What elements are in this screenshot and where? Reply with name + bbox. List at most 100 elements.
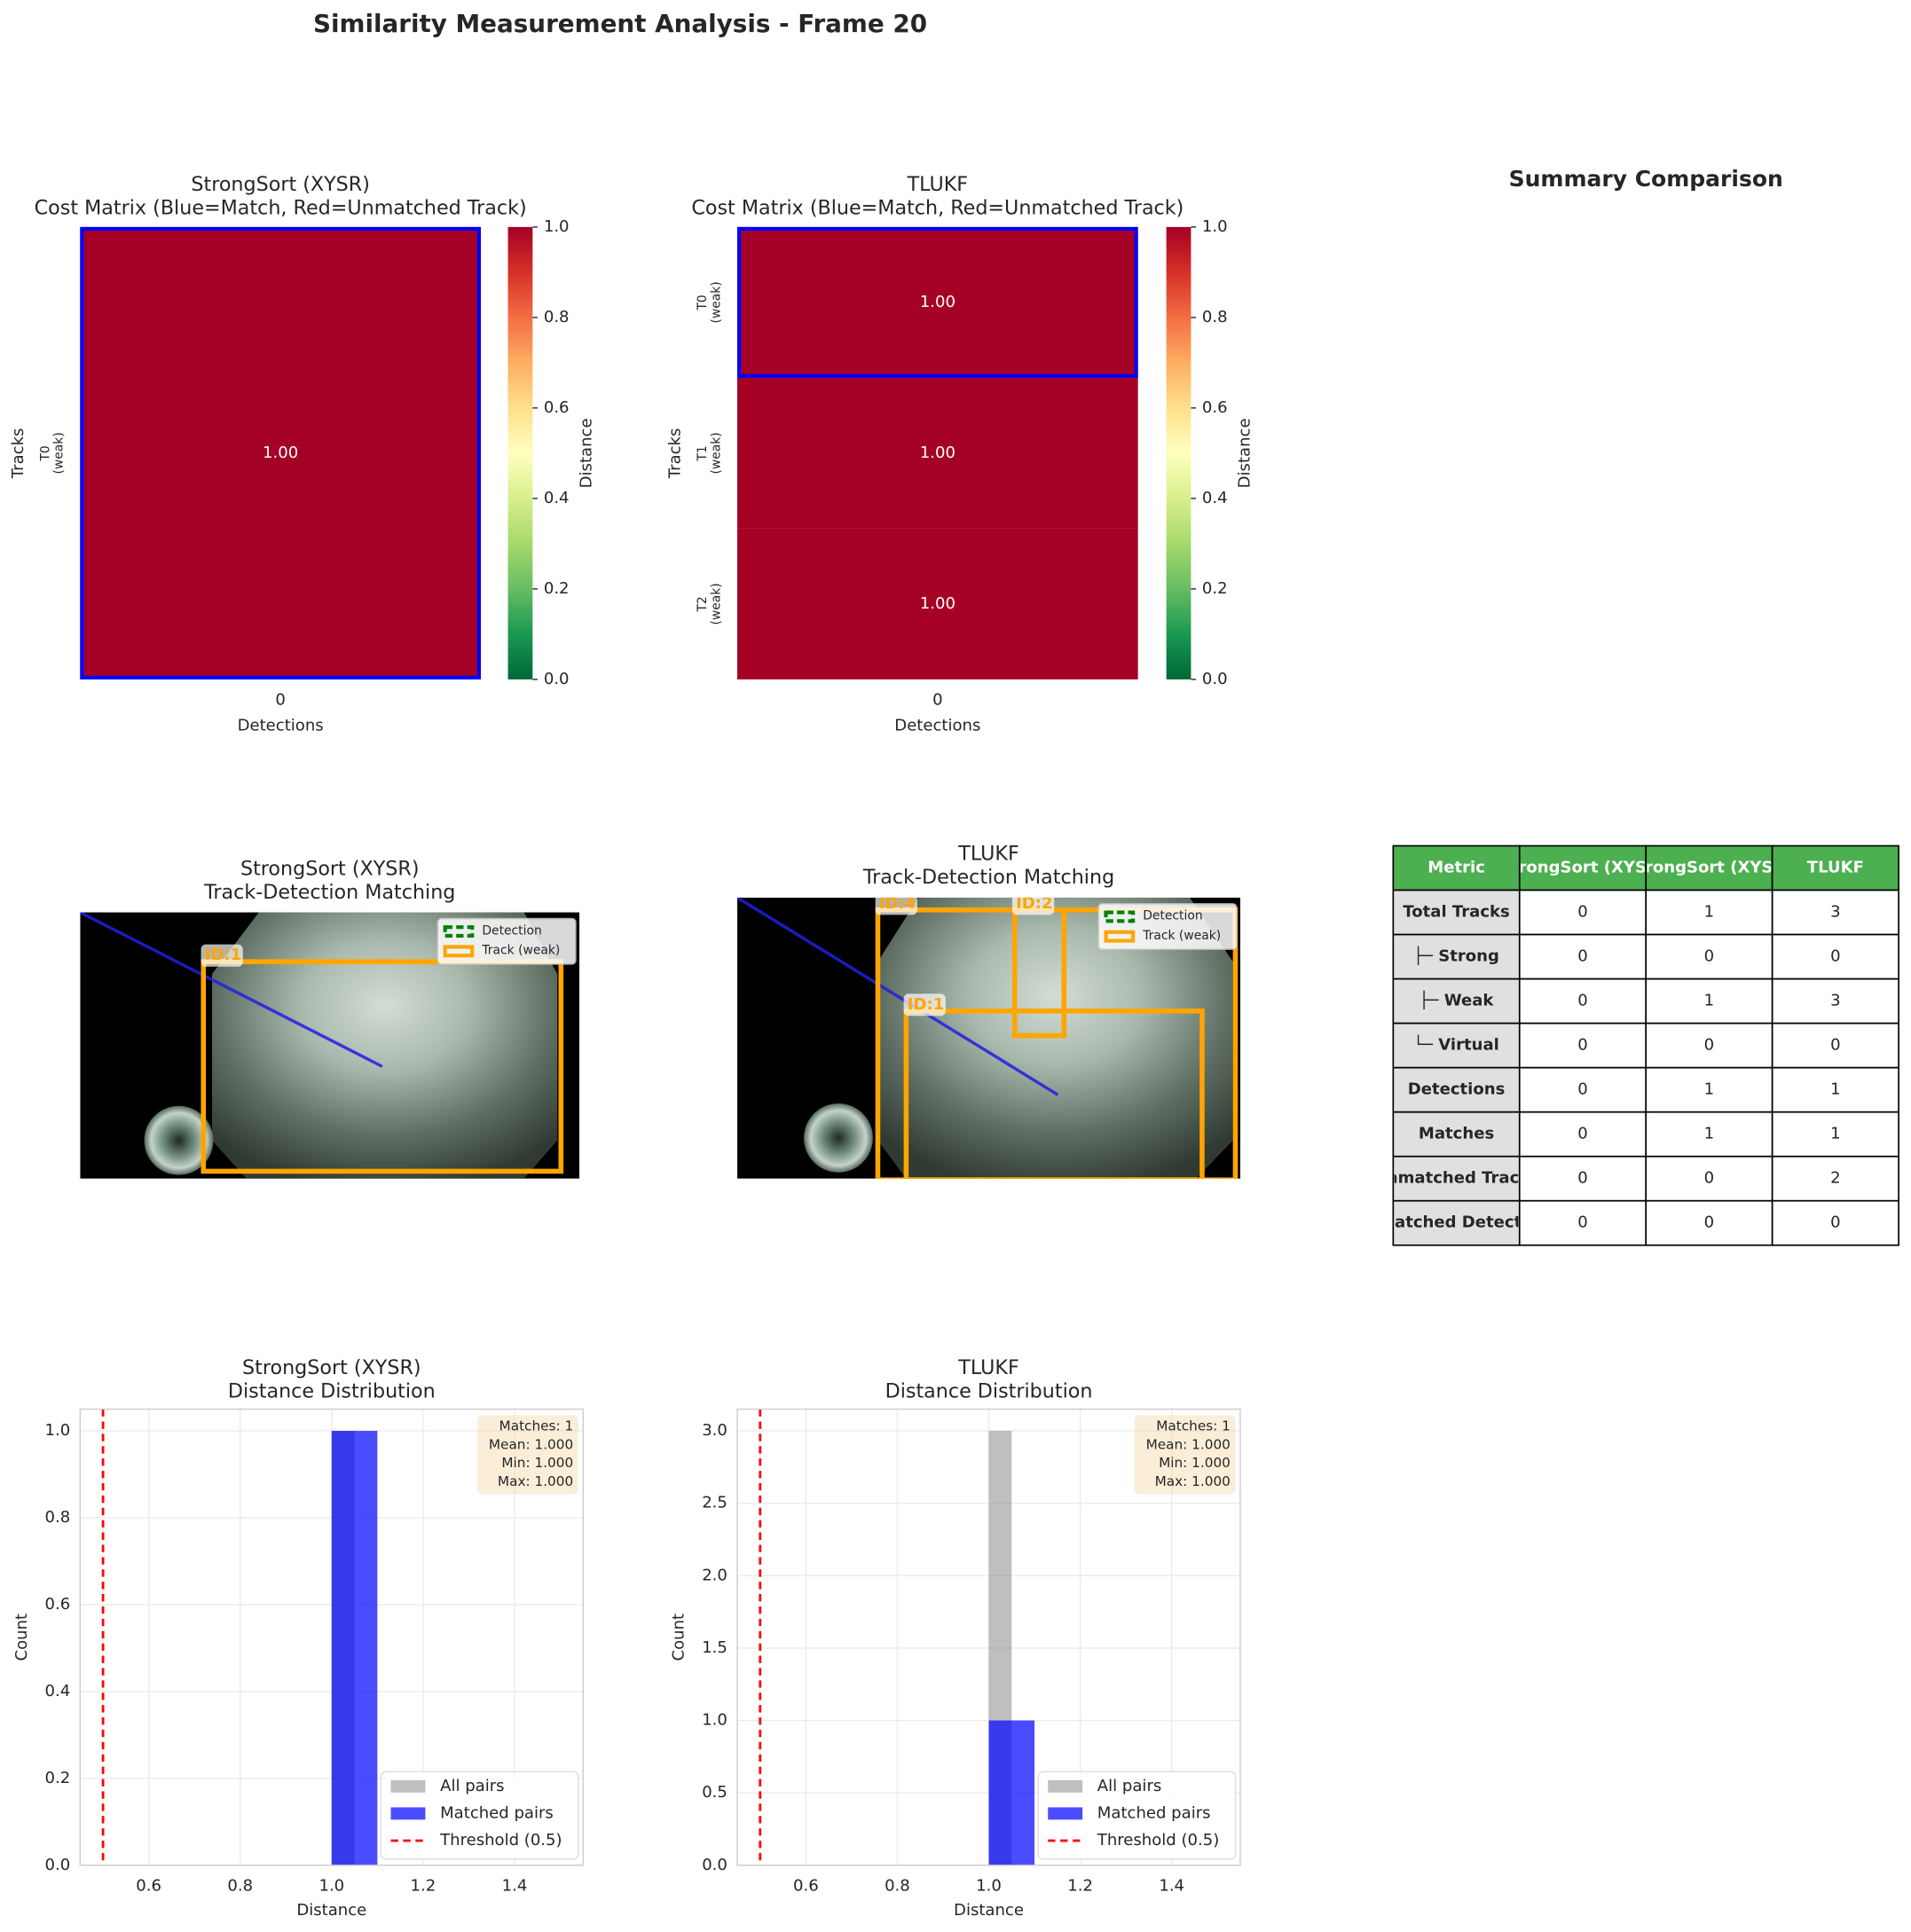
legend-label: Track (weak) [481, 944, 560, 958]
table-cell [1518, 1199, 1648, 1246]
legend-swatch [390, 1807, 426, 1820]
table-cell [1771, 933, 1899, 980]
y-tick-label: T2 [696, 596, 710, 612]
cell-clip: StrongSort (XYSR) [1648, 859, 1772, 877]
table-text: 0 [1577, 1036, 1587, 1055]
stats-text: Matches: 1 [1156, 1418, 1231, 1434]
panel-title: StrongSort (XYSR) [242, 1356, 421, 1379]
panel-title: Cost Matrix (Blue=Match, Red=Unmatched T… [691, 197, 1184, 220]
y-tick-label: 0.5 [702, 1783, 727, 1802]
match-outline [737, 226, 1138, 378]
table-cell [1392, 889, 1521, 936]
legend-label: All pairs [1097, 1777, 1161, 1795]
y-tick-label: 1.0 [45, 1421, 71, 1440]
stats-text: Min: 1.000 [1159, 1455, 1231, 1471]
table-header: TLUKF [1807, 859, 1864, 877]
colorbar-tick-label: 0.0 [1202, 670, 1228, 688]
table-cell [1518, 1022, 1648, 1069]
y-tick-label: T1 [696, 445, 710, 461]
cell-clip: StrongSort (XYSR) [1499, 859, 1666, 877]
colorbar-tick-label: 0.4 [544, 489, 570, 507]
table-text: └─ Virtual [1413, 1035, 1499, 1055]
cell-clip: 1 [1704, 1125, 1714, 1143]
legend-label: All pairs [440, 1777, 504, 1795]
cell-clip: 1 [1704, 903, 1714, 922]
table-text: Unmatched Detections [1354, 1213, 1560, 1232]
x-tick-label: 0.8 [227, 1876, 253, 1895]
table-text: 1 [1704, 903, 1714, 922]
y-tick-label: 0.8 [45, 1508, 71, 1527]
box-label-bg [875, 897, 917, 915]
histogram-bar [331, 1431, 378, 1865]
table-cell [1645, 1155, 1773, 1202]
image-panel: ID:1 [80, 912, 580, 1179]
cell-clip: Detections [1408, 1080, 1506, 1099]
stats-text: Mean: 1.000 [1146, 1436, 1231, 1452]
cell-clip: Matches [1419, 1125, 1494, 1143]
colorbar-tick-label: 0.6 [544, 398, 570, 417]
table-text: 0 [1704, 1169, 1714, 1188]
cell-clip: 1 [1830, 1080, 1840, 1099]
table-text: 0 [1577, 1125, 1587, 1143]
legend-label: Detection [482, 923, 541, 938]
cell-clip: 0 [1704, 1036, 1714, 1055]
panel-title: Distance Distribution [885, 1380, 1093, 1403]
table-text: 1 [1830, 1080, 1840, 1099]
heatmap-cell [737, 377, 1138, 529]
panel-title: Track-Detection Matching [203, 881, 455, 904]
colorbar-tick-label: 0.8 [544, 308, 570, 326]
stats-text: Max: 1.000 [498, 1473, 573, 1489]
panel-title: TLUKF [907, 173, 968, 196]
stats-text: Matches: 1 [499, 1418, 574, 1434]
stats-box [476, 1415, 578, 1495]
y-tick-label: (weak) [709, 281, 723, 323]
legend-swatch [390, 1779, 426, 1793]
x-tick-label: 0.6 [793, 1876, 819, 1895]
legend-label: Detection [1143, 909, 1202, 923]
y-tick-label: 0.6 [45, 1595, 71, 1614]
cell-clip: Total Tracks [1403, 903, 1509, 922]
x-tick-label: 1.4 [1159, 1876, 1184, 1895]
cell-clip: └─ Virtual [1413, 1035, 1499, 1055]
cell-clip: 0 [1704, 1169, 1714, 1188]
x-tick-label: 0.8 [885, 1876, 910, 1895]
x-axis-label: Distance [954, 1901, 1024, 1920]
panel-title: StrongSort (XYSR) [240, 857, 420, 880]
table-cell [1392, 978, 1521, 1025]
cell-label: 1.00 [920, 444, 956, 462]
legend-swatch [1104, 910, 1136, 923]
cell-clip: 1 [1704, 1080, 1714, 1099]
table-text: 0 [1830, 1213, 1840, 1232]
y-axis-label: Count [12, 1614, 31, 1661]
table-text: 3 [1830, 992, 1840, 1010]
box-label: ID:1 [908, 995, 944, 1014]
cell-clip: 3 [1830, 992, 1840, 1010]
table-cell [1771, 1022, 1899, 1069]
cell-clip: Unmatched Tracks [1395, 1169, 1519, 1188]
colorbar-tick-label: 0.6 [1202, 398, 1228, 417]
heatmap-cell [737, 528, 1138, 679]
y-tick-label: 2.5 [702, 1494, 727, 1512]
cell-clip: 0 [1704, 947, 1714, 966]
table-cell [1771, 1111, 1899, 1158]
table-text: 1 [1830, 1125, 1840, 1143]
y-axis-label: Tracks [9, 428, 28, 480]
colorbar-tick-label: 1.0 [544, 217, 570, 236]
cell-clip: 0 [1577, 1080, 1587, 1099]
table-header: StrongSort (XYSR) [1499, 859, 1666, 877]
x-tick-label: 1.0 [976, 1876, 1002, 1895]
table-text: 1 [1704, 1080, 1714, 1099]
table-header-cell [1518, 844, 1648, 891]
plot-frame [79, 1408, 585, 1866]
y-tick-label: (weak) [709, 432, 723, 474]
table-text: ├─ Strong [1413, 946, 1499, 966]
table-text: Total Tracks [1403, 903, 1509, 922]
table-cell [1518, 1066, 1648, 1113]
x-tick-label: 1.0 [318, 1876, 344, 1895]
motion-line [737, 897, 1059, 1096]
cell-clip: 3 [1830, 903, 1840, 922]
cell-label: 1.00 [263, 444, 298, 462]
box-label: ID:4 [879, 894, 916, 913]
colorbar-tick-label: 0.2 [544, 579, 570, 598]
